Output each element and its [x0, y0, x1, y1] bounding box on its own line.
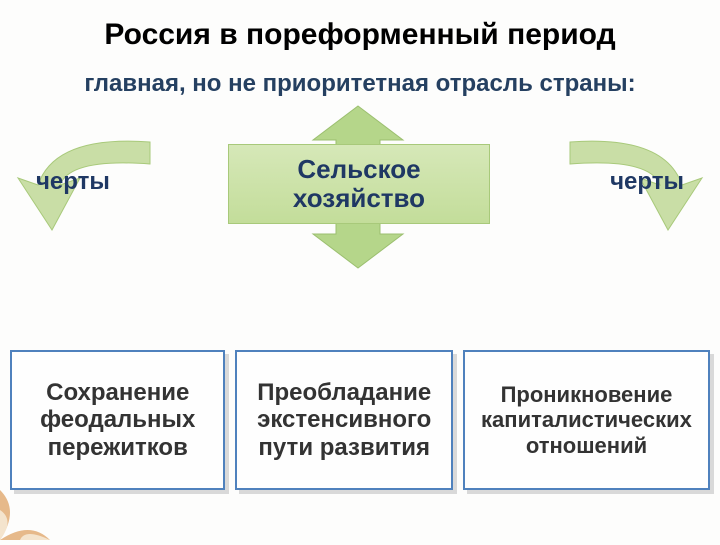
subtitle: главная, но не приоритетная отрасль стра… — [0, 70, 720, 98]
bottom-box-1-text: Сохранение феодальных пережитков — [22, 379, 213, 462]
bottom-box-2: Преобладание экстенсивного пути развития — [235, 350, 452, 490]
page-title: Россия в пореформенный период — [0, 0, 720, 52]
bottom-box-3-text: Проникновение капиталистических отношени… — [475, 382, 698, 458]
label-right: черты — [610, 168, 684, 196]
center-box: Сельское хозяйство — [228, 144, 490, 224]
bottom-row: Сохранение феодальных пережитков Преобла… — [0, 350, 720, 490]
bottom-box-2-text: Преобладание экстенсивного пути развития — [247, 379, 440, 462]
center-label: Сельское хозяйство — [229, 155, 489, 212]
corner-decoration-icon — [0, 490, 50, 540]
label-left: черты — [36, 168, 110, 196]
bottom-box-3: Проникновение капиталистических отношени… — [463, 350, 710, 490]
bottom-box-1: Сохранение феодальных пережитков — [10, 350, 225, 490]
top-row: черты Сельское хозяйство черты — [0, 108, 720, 288]
